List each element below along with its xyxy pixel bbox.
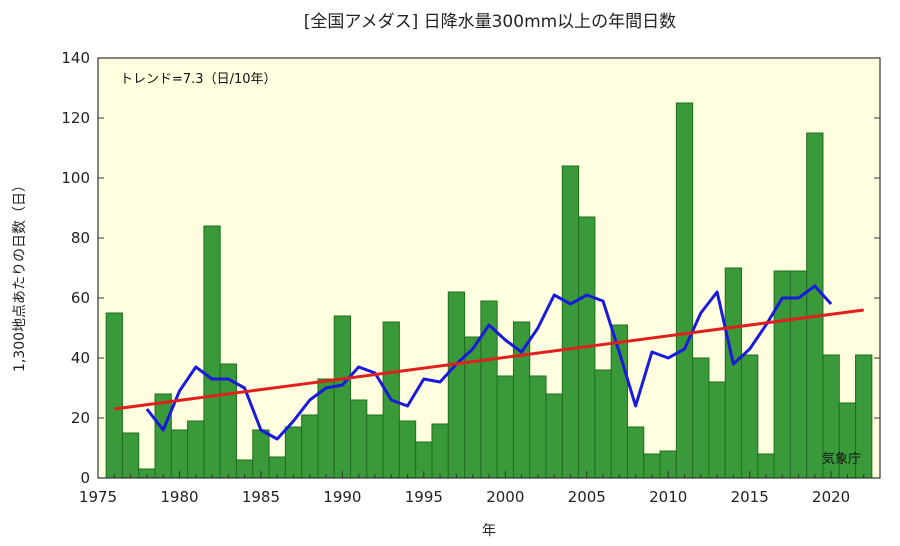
x-tick-label-1995: 1995	[405, 488, 443, 506]
bar-1987	[284, 426, 303, 479]
bar-1992	[366, 414, 384, 479]
bar-1979	[154, 393, 172, 479]
bar-2011	[675, 102, 694, 479]
bar-1998	[464, 336, 482, 479]
x-tick-label-1990: 1990	[323, 488, 361, 506]
x-tick-label-2000: 2000	[486, 488, 524, 506]
bar-1990	[333, 315, 352, 479]
y-tick-label-120: 120	[61, 109, 90, 127]
bar-2012	[692, 357, 710, 479]
x-tick-label-2010: 2010	[649, 488, 687, 506]
bar-2004	[561, 165, 580, 479]
bar-2000	[496, 375, 514, 479]
bar-2006	[594, 369, 612, 479]
bar-1985	[252, 429, 270, 479]
bar-2003	[545, 393, 563, 479]
bar-1980	[170, 429, 189, 479]
bar-2014	[724, 267, 743, 479]
x-tick-label-1985: 1985	[242, 488, 280, 506]
bar-2013	[708, 381, 726, 479]
x-axis-label: 年	[482, 523, 496, 539]
trend-line	[114, 308, 864, 411]
bar-1976	[105, 312, 123, 479]
bar-1988	[301, 414, 319, 479]
bar-2002	[529, 375, 547, 479]
x-tick-label-2005: 2005	[568, 488, 606, 506]
bar-1981	[187, 420, 205, 479]
bar-2017	[773, 270, 791, 479]
y-tick-label-60: 60	[71, 289, 90, 307]
bar-1997	[447, 291, 466, 479]
y-tick-label-80: 80	[71, 229, 90, 247]
bar-1977	[121, 432, 140, 479]
bar-1996	[431, 423, 449, 479]
y-axis: 0 20 40 60 80 100 120 140	[61, 49, 880, 487]
y-tick-label-40: 40	[71, 349, 90, 367]
x-tick-label-2015: 2015	[731, 488, 769, 506]
x-tick-label-1975: 1975	[79, 488, 117, 506]
x-tick-label-1980: 1980	[160, 488, 198, 506]
y-tick-label-0: 0	[80, 469, 90, 487]
x-tick-label-2020: 2020	[812, 488, 850, 506]
source-label: 気象庁	[822, 451, 861, 467]
x-axis: 1975 1980 1985 1990 1995 2000 2005 2010 2015 2020	[79, 471, 881, 506]
y-tick-label-100: 100	[61, 169, 90, 187]
bar-1991	[350, 399, 368, 479]
trend-annotation: トレンド=7.3（日/10年）	[120, 72, 277, 87]
y-tick-label-20: 20	[71, 409, 90, 427]
bar-series	[105, 102, 873, 479]
y-tick-label-140: 140	[61, 49, 90, 67]
bar-2019	[806, 132, 824, 479]
bar-1994	[398, 420, 417, 479]
bar-2015	[741, 354, 759, 479]
y-axis-label: 1,300地点あたりの日数（日）	[12, 178, 28, 372]
bar-2008	[626, 426, 645, 479]
chart-title: [全国アメダス] 日降水量300mm以上の年間日数	[304, 12, 676, 32]
bar-2018	[789, 270, 808, 479]
line-series	[114, 284, 864, 441]
bar-1982	[203, 225, 221, 479]
moving-average-line	[145, 284, 833, 441]
